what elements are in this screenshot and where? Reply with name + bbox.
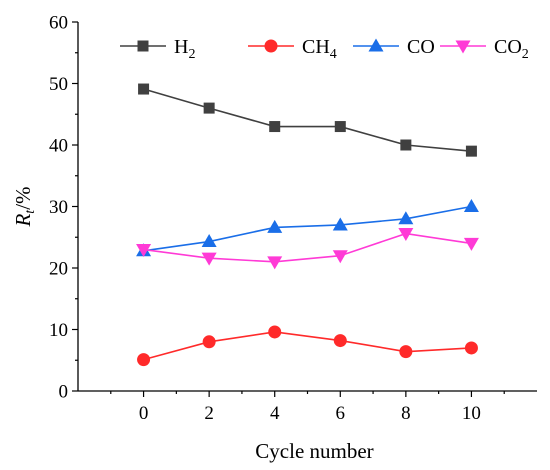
data-point — [398, 228, 414, 242]
data-point — [138, 83, 150, 95]
y-axis-title-main: R — [11, 214, 35, 228]
series-3 — [136, 228, 479, 270]
legend-label: CH4 — [302, 36, 337, 62]
legend-label-name: CO — [494, 36, 522, 58]
y-tick-label: 10 — [49, 320, 68, 341]
data-point — [137, 353, 151, 367]
y-axis-title: Rt/% — [11, 186, 38, 227]
axes: 0 10 20 30 40 50 60 0 2 4 6 8 10 Cycle number Rt/% — [11, 13, 537, 463]
series-line — [143, 88, 472, 152]
x-axis-title: Cycle number — [255, 439, 373, 463]
legend: H2 CH4 CO CO2 — [120, 36, 529, 62]
data-point — [201, 252, 217, 266]
legend-label: CO2 — [494, 36, 529, 62]
series-group — [136, 83, 479, 367]
data-point — [332, 217, 348, 231]
y-axis-title-suffix: /% — [11, 186, 35, 209]
x-tick-label: 10 — [462, 403, 481, 424]
legend-label-name: CH — [302, 36, 330, 58]
data-point — [465, 145, 477, 157]
legend-label-name: CO — [407, 36, 435, 58]
x-tick-label: 4 — [270, 403, 280, 424]
data-point — [269, 121, 281, 133]
series-2 — [136, 199, 479, 257]
y-tick-label: 20 — [49, 259, 68, 280]
data-point — [136, 244, 152, 258]
y-axis-title-sub: t — [23, 209, 38, 214]
legend-item-2: CO — [353, 36, 435, 58]
legend-label-sub: 2 — [188, 47, 195, 62]
data-point — [203, 102, 215, 114]
data-point — [267, 219, 283, 233]
y-tick-label: 0 — [59, 382, 69, 403]
legend-label-sub: 2 — [522, 47, 529, 62]
legend-item-0: H2 — [120, 36, 195, 62]
legend-label: H2 — [174, 36, 195, 62]
data-point — [463, 199, 479, 212]
legend-marker — [455, 40, 471, 54]
data-point — [464, 341, 478, 355]
series-1 — [137, 325, 478, 367]
x-tick-label: 0 — [139, 403, 149, 424]
series-line — [143, 331, 472, 361]
legend-marker — [368, 38, 384, 52]
data-point — [334, 121, 346, 133]
x-tick-label: 2 — [204, 403, 214, 424]
y-tick-label: 60 — [49, 13, 68, 34]
data-point — [463, 237, 479, 251]
legend-label-sub: 4 — [330, 47, 337, 62]
data-point — [201, 234, 217, 248]
data-point — [398, 211, 414, 225]
data-point — [332, 250, 348, 264]
series-line — [143, 205, 472, 252]
data-point — [399, 345, 413, 359]
series-0 — [138, 83, 477, 157]
data-point — [267, 256, 283, 270]
legend-marker — [264, 39, 278, 53]
x-tick-label: 6 — [336, 403, 346, 424]
data-point — [400, 139, 412, 151]
data-point — [333, 334, 347, 348]
y-tick-label: 40 — [49, 136, 68, 157]
series-line — [143, 232, 472, 263]
y-tick-label: 30 — [49, 197, 68, 218]
legend-label: CO — [407, 36, 435, 58]
data-point — [268, 325, 282, 339]
legend-marker — [137, 40, 149, 52]
y-tick-label: 50 — [49, 74, 68, 95]
legend-label-name: H — [174, 36, 188, 58]
data-point — [202, 335, 216, 349]
x-tick-label: 8 — [401, 403, 411, 424]
legend-item-1: CH4 — [248, 36, 337, 62]
legend-item-3: CO2 — [440, 36, 529, 62]
